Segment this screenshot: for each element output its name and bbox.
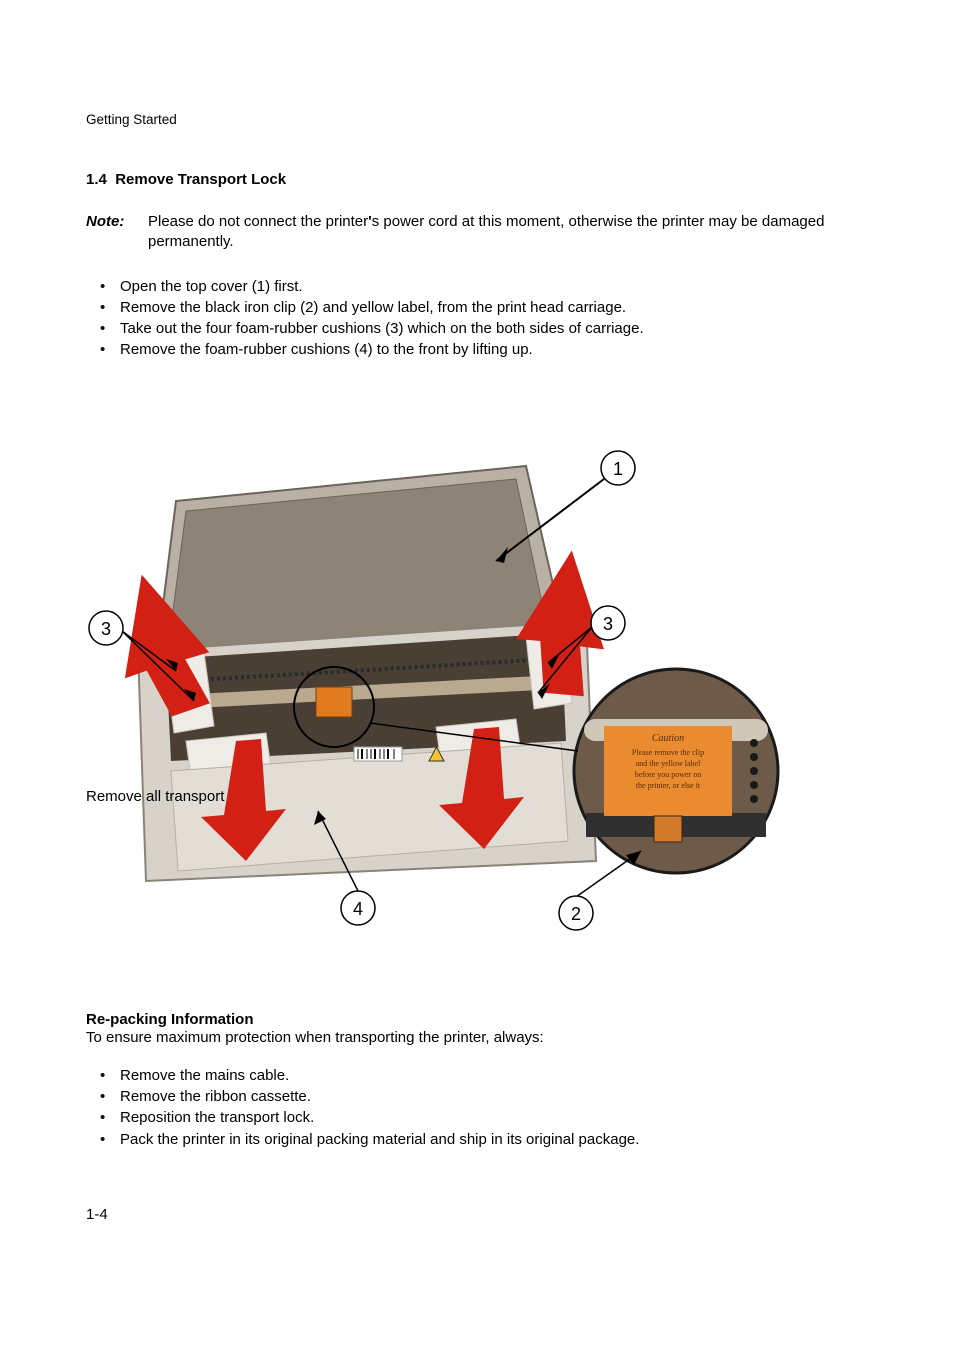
step-item: Take out the four foam-rubber cushions (… xyxy=(86,319,868,339)
callout-3-right: 3 xyxy=(591,606,625,640)
repack-intro: To ensure maximum protection when transp… xyxy=(86,1028,868,1048)
repack-item: Remove the mains cable. xyxy=(86,1066,868,1086)
page: Getting Started 1.4 Remove Transport Loc… xyxy=(0,0,954,1351)
svg-text:1: 1 xyxy=(613,459,623,479)
printer-illustration: Caution Please remove the clip and the y… xyxy=(86,441,868,961)
repack-item: Remove the ribbon cassette. xyxy=(86,1087,868,1107)
note-label: Note: xyxy=(86,212,148,253)
callout-4: 4 xyxy=(341,891,375,925)
section-heading: 1.4 Remove Transport Lock xyxy=(86,171,868,188)
svg-text:3: 3 xyxy=(603,614,613,634)
inset-line: the printer, or else it xyxy=(636,781,701,790)
repack-list: Remove the mains cable. Remove the ribbo… xyxy=(86,1066,868,1150)
repack-item: Pack the printer in its original packing… xyxy=(86,1130,868,1150)
step-item: Remove the foam-rubber cushions (4) to t… xyxy=(86,340,868,360)
section-number: 1.4 xyxy=(86,171,107,188)
note: Note: Please do not connect the printer'… xyxy=(86,212,868,253)
callout-2: 2 xyxy=(559,896,593,930)
repack-heading: Re-packing Information xyxy=(86,1011,868,1028)
inset-line: and the yellow label xyxy=(636,759,701,768)
repack-item: Reposition the transport lock. xyxy=(86,1108,868,1128)
step-item: Open the top cover (1) first. xyxy=(86,277,868,297)
figure: Caution Please remove the clip and the y… xyxy=(86,441,868,961)
step-item: Remove the black iron clip (2) and yello… xyxy=(86,298,868,318)
callout-1: 1 xyxy=(601,451,635,485)
note-body-part1: Please do not connect the printer xyxy=(148,213,368,230)
svg-text:3: 3 xyxy=(101,619,111,639)
running-header: Getting Started xyxy=(86,112,868,127)
svg-text:4: 4 xyxy=(353,899,363,919)
section-title-text: Remove Transport Lock xyxy=(115,171,286,188)
inset-detail: Caution Please remove the clip and the y… xyxy=(574,669,778,873)
page-number: 1-4 xyxy=(86,1206,108,1223)
print-head xyxy=(316,687,352,717)
inset-caution-title: Caution xyxy=(652,733,684,744)
inset-line: before you power on xyxy=(635,770,701,779)
svg-text:2: 2 xyxy=(571,904,581,924)
callout-3-left: 3 xyxy=(89,611,123,645)
note-body: Please do not connect the printer's powe… xyxy=(148,212,868,253)
figure-overlay-text: Remove all transport xyxy=(86,788,225,805)
steps-list: Open the top cover (1) first. Remove the… xyxy=(86,277,868,361)
inset-line: Please remove the clip xyxy=(632,748,704,757)
